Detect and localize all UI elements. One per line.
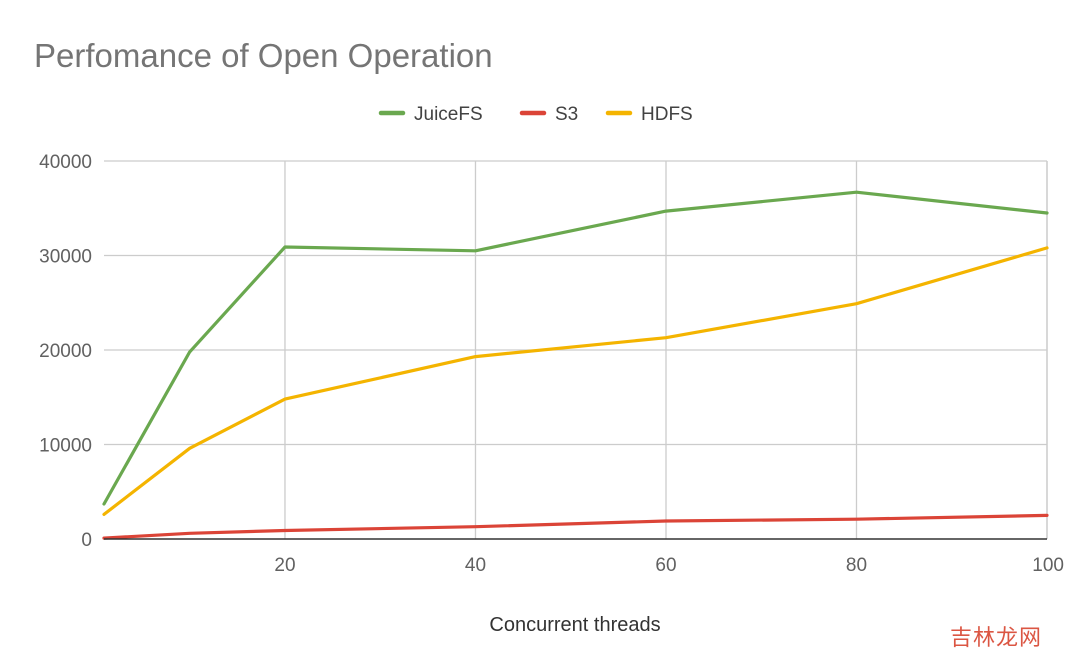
x-axis: 20 40 60 80 100: [274, 555, 1064, 576]
x-tick-label: 60: [655, 555, 676, 576]
watermark: 吉林龙网: [949, 626, 1042, 651]
legend-label: HDFS: [641, 104, 693, 125]
legend-label: S3: [555, 104, 578, 125]
x-tick-label: 40: [465, 555, 486, 576]
y-axis: 0 10000 20000 30000 40000: [39, 152, 92, 551]
legend-label: JuiceFS: [414, 104, 483, 125]
series-line-juicefs: [102, 190, 1049, 506]
x-tick-label: 100: [1032, 555, 1064, 576]
x-tick-label: 20: [274, 555, 295, 576]
y-tick-label: 20000: [39, 341, 92, 362]
y-tick-label: 0: [81, 530, 92, 551]
x-tick-label: 80: [846, 555, 867, 576]
x-axis-label: Concurrent threads: [489, 614, 660, 636]
chart-title: Perfomance of Open Operation: [34, 37, 493, 74]
series-lines: [102, 190, 1049, 540]
legend: JuiceFS S3 HDFS: [378, 104, 693, 125]
series-line-s3: [102, 513, 1049, 540]
y-tick-label: 10000: [39, 436, 92, 457]
series-line-hdfs: [102, 246, 1049, 517]
y-tick-label: 30000: [39, 247, 92, 268]
grid: [104, 160, 1048, 539]
y-tick-label: 40000: [39, 152, 92, 173]
